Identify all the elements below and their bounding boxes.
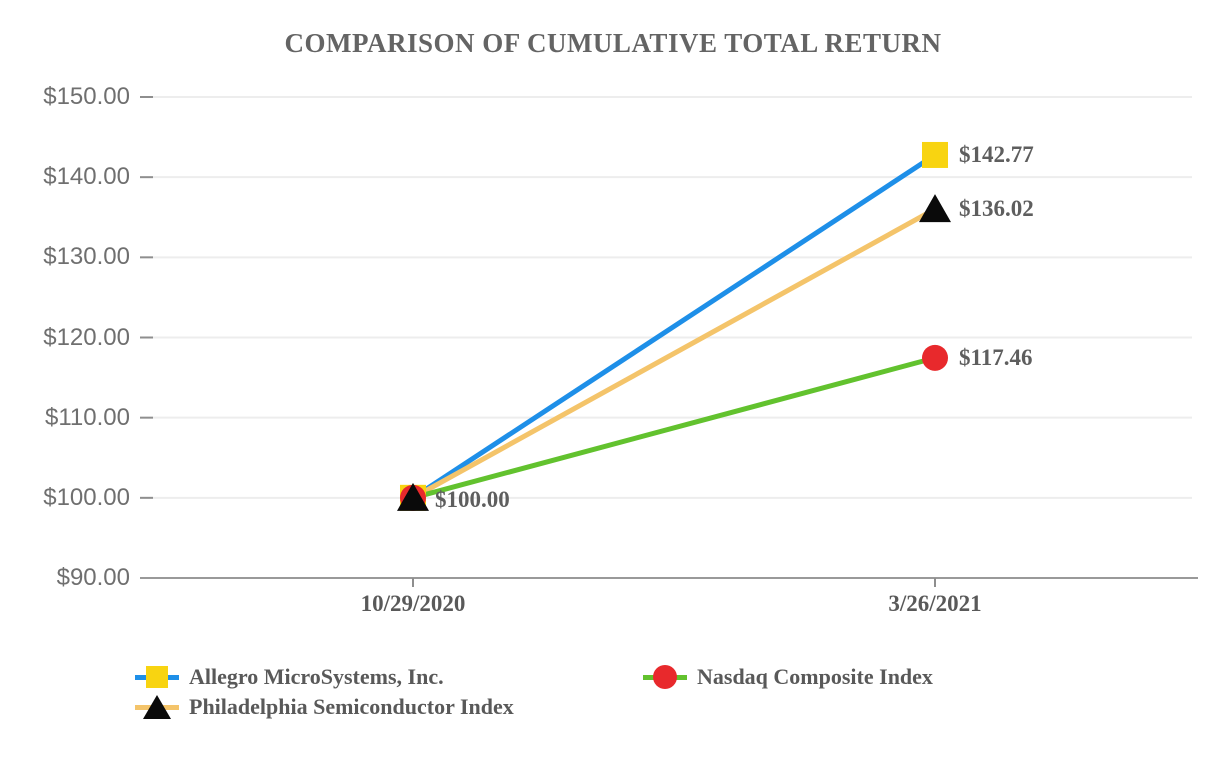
data-point-label: $100.00 xyxy=(435,486,510,512)
chart-title: COMPARISON OF CUMULATIVE TOTAL RETURN xyxy=(284,28,942,58)
series-line-2 xyxy=(410,355,938,501)
triangle-marker-start xyxy=(397,482,429,511)
x-axis-tick-label: 10/29/2020 xyxy=(360,591,466,616)
square-marker-icon xyxy=(135,663,179,691)
legend-item-nasdaq: Nasdaq Composite Index xyxy=(643,662,933,692)
y-axis-tick-label: $90.00 xyxy=(56,564,130,591)
legend-label-nasdaq: Nasdaq Composite Index xyxy=(697,664,933,689)
square-marker-end xyxy=(922,141,948,168)
data-point-label: $142.77 xyxy=(959,141,1034,167)
y-axis-tick-label: $120.00 xyxy=(43,323,130,351)
y-axis-tick-label: $110.00 xyxy=(45,403,130,431)
legend-item-allegro: Allegro MicroSystems, Inc. xyxy=(135,662,444,692)
triangle-marker-end xyxy=(919,194,951,223)
series-line-1 xyxy=(410,206,938,501)
circle-marker-end xyxy=(922,344,948,371)
data-point-label: $136.02 xyxy=(959,196,1034,222)
y-axis-tick-label: $140.00 xyxy=(43,163,130,191)
y-axis-tick-label: $130.00 xyxy=(43,243,130,271)
y-axis-tick-label: $100.00 xyxy=(43,483,130,511)
legend-label-allegro: Allegro MicroSystems, Inc. xyxy=(189,664,444,689)
legend-item-philadelphia: Philadelphia Semiconductor Index xyxy=(135,692,514,722)
series-line-0 xyxy=(410,152,938,501)
triangle-marker-icon xyxy=(135,693,179,721)
x-axis-tick-label: 3/26/2021 xyxy=(888,591,982,616)
y-axis-tick-label: $150.00 xyxy=(43,83,130,110)
legend-label-philadelphia: Philadelphia Semiconductor Index xyxy=(189,694,514,719)
data-point-label: $117.46 xyxy=(959,344,1033,370)
circle-marker-icon xyxy=(643,663,687,691)
